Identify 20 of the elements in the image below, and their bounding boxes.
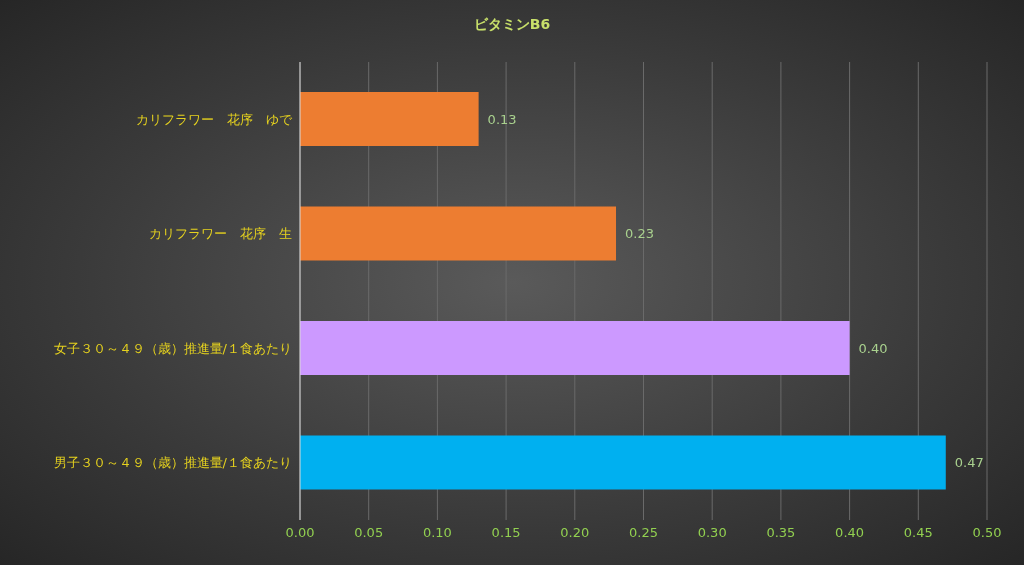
chart-title: ビタミンB6	[472, 16, 552, 34]
data-label: 0.40	[858, 340, 888, 356]
y-tick-label: カリフラワー 花序 ゆで	[136, 111, 293, 127]
y-tick-label: 女子３０～４９（歳）推進量/１食あたり	[53, 340, 292, 356]
data-label: 0.23	[625, 226, 654, 242]
x-tick-label: 0.15	[491, 525, 521, 541]
y-tick-label: カリフラワー 花序 生	[149, 226, 292, 242]
x-tick-label: 0.05	[354, 525, 384, 541]
x-tick-label: 0.30	[697, 525, 727, 541]
x-tick-label: 0.50	[972, 525, 1002, 541]
x-tick-label: 0.10	[422, 525, 452, 541]
x-tick-label: 0.35	[766, 525, 796, 541]
x-tick-label: 0.00	[285, 525, 315, 541]
x-tick-label: 0.20	[560, 525, 590, 541]
x-tick-label: 0.45	[903, 525, 933, 541]
y-tick-label: 男子３０～４９（歳）推進量/１食あたり	[53, 455, 292, 471]
x-tick-label: 0.25	[629, 525, 658, 541]
data-label: 0.13	[487, 111, 517, 127]
x-tick-label: 0.40	[835, 525, 865, 541]
data-label: 0.47	[954, 455, 984, 471]
